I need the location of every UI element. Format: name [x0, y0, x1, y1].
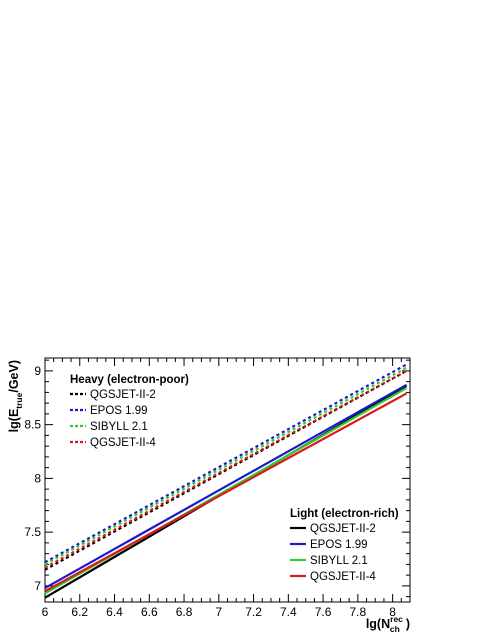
legend-label-0-2: SIBYLL 2.1 — [90, 421, 148, 433]
x-tick-label: 6 — [42, 605, 49, 619]
y-axis-label: lg(Etrue/GeV) — [7, 360, 24, 432]
y-tick-label: 7.5 — [24, 525, 41, 539]
legend-label-0-3: QGSJET-II-4 — [90, 437, 156, 449]
x-tick-label: 7.8 — [350, 605, 367, 619]
legend-title-1: Light (electron-rich) — [290, 508, 399, 520]
x-tick-label: 7.2 — [245, 605, 262, 619]
x-tick-label: 7 — [215, 605, 222, 619]
legend-label-1-3: QGSJET-II-4 — [310, 571, 376, 583]
x-tick-label: 6.4 — [106, 605, 123, 619]
y-tick-label: 7 — [34, 579, 41, 593]
x-tick-label: 8 — [389, 605, 396, 619]
light-series-line-1 — [44, 383, 408, 589]
legend-label-1-1: EPOS 1.99 — [310, 539, 368, 551]
heavy-series-line-1 — [44, 363, 408, 564]
heavy-series-line-2 — [44, 366, 408, 566]
y-tick-label: 8 — [34, 471, 41, 485]
x-tick-label: 6.8 — [176, 605, 193, 619]
x-tick-label: 7.6 — [315, 605, 332, 619]
legend-title-0: Heavy (electron-poor) — [70, 374, 189, 386]
y-tick-label: 9 — [34, 364, 41, 378]
x-tick-label: 6.2 — [71, 605, 88, 619]
legend-label-1-2: SIBYLL 2.1 — [310, 555, 368, 567]
heavy-series-line-3 — [44, 369, 408, 569]
legend-label-1-0: QGSJET-II-2 — [310, 523, 376, 535]
light-series-line-3 — [44, 392, 408, 593]
x-tick-label: 7.4 — [280, 605, 297, 619]
x-axis-label: lg(Nrec ch) — [366, 614, 410, 634]
x-tick-label: 6.6 — [141, 605, 158, 619]
legend-label-0-1: EPOS 1.99 — [90, 405, 148, 417]
y-tick-label: 8.5 — [24, 418, 41, 432]
legend-label-0-0: QGSJET-II-2 — [90, 389, 156, 401]
